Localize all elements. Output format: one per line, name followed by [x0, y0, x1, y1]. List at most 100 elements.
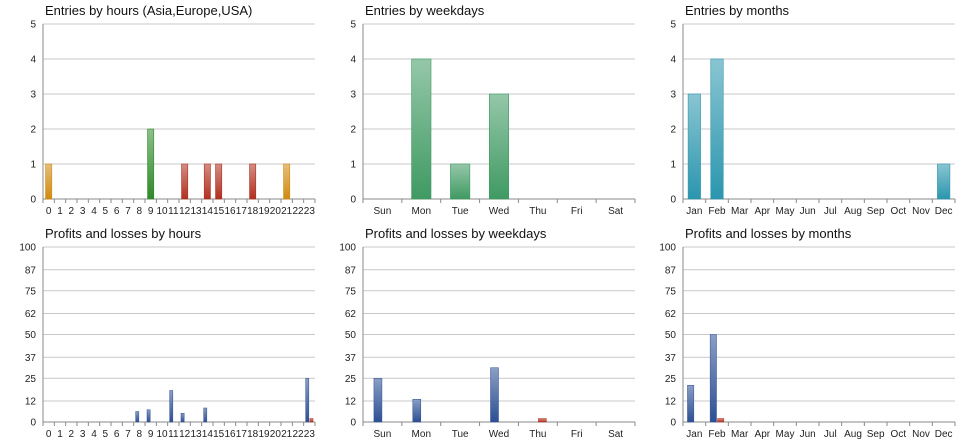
x-tick-label: 7	[125, 429, 131, 440]
x-tick-label: Thu	[529, 429, 546, 440]
profits-bar	[373, 378, 383, 423]
x-tick-label: Fri	[571, 206, 583, 217]
x-tick-label: Sat	[608, 429, 623, 440]
y-tick-label: 12	[665, 397, 677, 408]
y-tick-label: 87	[345, 265, 357, 276]
x-tick-label: 0	[46, 206, 52, 217]
x-tick-label: Feb	[708, 206, 726, 217]
x-tick-label: 10	[156, 429, 168, 440]
x-tick-label: Mon	[412, 429, 431, 440]
y-tick-label: 25	[25, 374, 37, 385]
chart-plot: 0 1 2 3 4 5 Jan Feb Mar Apr May Jun Jul Aug Sep Oct Nov D…	[670, 20, 956, 217]
chart-title: Entries by weekdays	[365, 3, 485, 18]
bar	[283, 163, 291, 200]
x-tick-label: Nov	[912, 206, 930, 217]
chart-entries-by-months: Entries by months 0 1 2 3 4 5 Jan Feb Mar Apr May J…	[640, 0, 960, 223]
x-tick-label: May	[776, 206, 795, 217]
y-tick-label: 2	[670, 125, 676, 136]
x-tick-label: 4	[91, 429, 97, 440]
x-tick-label: Jun	[800, 206, 816, 217]
x-tick-label: 23	[304, 429, 316, 440]
y-tick-label: 1	[350, 160, 356, 171]
y-tick-label: 62	[25, 309, 37, 320]
x-tick-label: 22	[292, 206, 304, 217]
x-tick-label: Sun	[374, 206, 392, 217]
x-tick-label: 7	[125, 206, 131, 217]
y-tick-label: 12	[345, 397, 357, 408]
profits-bar	[709, 334, 717, 423]
x-tick-label: 6	[114, 206, 120, 217]
x-tick-label: Nov	[912, 429, 930, 440]
profits-bar	[146, 409, 151, 423]
x-tick-label: 19	[258, 206, 270, 217]
x-tick-label: Jul	[824, 429, 837, 440]
y-tick-label: 62	[345, 309, 357, 320]
chart-title: Profits and losses by months	[685, 226, 852, 241]
x-tick-label: 16	[224, 429, 236, 440]
x-tick-label: May	[776, 429, 795, 440]
chart-profits-losses-by-weekdays: Profits and losses by weekdays 0 12 25 37 50…	[320, 223, 640, 446]
x-tick-label: Thu	[529, 206, 546, 217]
bar	[215, 163, 223, 200]
chart-plot: 0 12 25 37 50 62 75 87 100 Sun Mon Tue Wed Thu Fri Sat	[339, 243, 636, 440]
chart-title: Entries by months	[685, 3, 790, 18]
profits-bar	[169, 390, 174, 423]
y-tick-label: 0	[350, 195, 356, 206]
y-tick-label: 100	[19, 243, 36, 254]
x-tick-label: Apr	[755, 206, 771, 217]
x-tick-label: 20	[270, 429, 282, 440]
x-tick-label: 17	[236, 206, 248, 217]
x-tick-label: Sat	[608, 206, 623, 217]
x-tick-label: 15	[213, 429, 225, 440]
bar	[203, 163, 211, 200]
x-tick-label: 19	[258, 429, 270, 440]
x-tick-label: Oct	[891, 429, 907, 440]
x-tick-label: 13	[190, 206, 202, 217]
y-tick-label: 0	[670, 195, 676, 206]
y-tick-label: 75	[25, 286, 37, 297]
chart-title: Profits and losses by hours	[45, 226, 202, 241]
x-tick-label: 8	[137, 206, 143, 217]
y-tick-label: 75	[665, 286, 677, 297]
bar	[450, 163, 471, 200]
chart-entries-by-weekdays: Entries by weekdays 0 1 2 3 4 5 Sun Mon Tue Wed Th…	[320, 0, 640, 223]
x-tick-label: Aug	[844, 429, 862, 440]
x-tick-label: Mon	[412, 206, 431, 217]
x-tick-label: Tue	[452, 429, 469, 440]
y-tick-label: 0	[30, 418, 36, 429]
y-tick-label: 25	[665, 374, 677, 385]
x-tick-label: Jan	[686, 206, 702, 217]
y-tick-label: 3	[350, 90, 356, 101]
bar	[687, 93, 701, 200]
x-tick-label: 21	[281, 429, 293, 440]
profits-bar	[203, 407, 208, 423]
x-tick-label: Mar	[731, 429, 749, 440]
profits-bar	[305, 378, 310, 423]
y-tick-label: 4	[350, 55, 356, 66]
y-tick-label: 5	[30, 20, 36, 31]
y-tick-label: 87	[665, 265, 677, 276]
y-tick-label: 37	[665, 353, 677, 364]
y-tick-label: 37	[345, 353, 357, 364]
y-tick-label: 4	[30, 55, 36, 66]
y-tick-label: 5	[350, 20, 356, 31]
x-tick-label: Wed	[489, 206, 509, 217]
x-tick-label: Mar	[731, 206, 749, 217]
y-tick-label: 12	[25, 397, 37, 408]
x-tick-label: 9	[148, 206, 154, 217]
x-tick-label: Aug	[844, 206, 862, 217]
chart-profits-losses-by-hours: Profits and losses by hours 0 12 25 3 7 50 62 7…	[0, 223, 320, 446]
x-tick-label: Wed	[489, 429, 509, 440]
x-tick-label: 3	[80, 429, 86, 440]
x-tick-label: 15	[213, 206, 225, 217]
y-tick-label: 50	[25, 330, 37, 341]
x-tick-label: 11	[168, 429, 179, 440]
losses-bar	[309, 418, 314, 423]
y-tick-label: 1	[30, 160, 36, 171]
x-tick-label: 22	[292, 429, 304, 440]
bar	[488, 93, 510, 200]
y-tick-label: 50	[665, 330, 677, 341]
x-tick-label: Sep	[867, 429, 885, 440]
